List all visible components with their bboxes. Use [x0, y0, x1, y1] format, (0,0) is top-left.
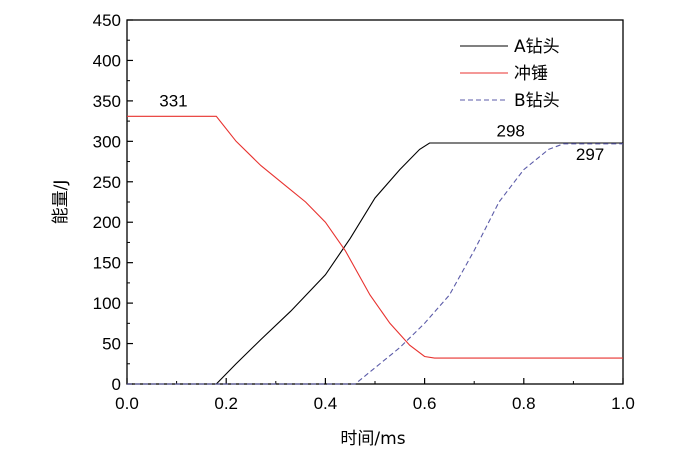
y-tick-label: 300	[93, 132, 121, 151]
plot-border	[126, 19, 624, 385]
annotation-layer: 331 298 297	[159, 92, 604, 164]
y-tick-label: 450	[93, 11, 121, 30]
y-tick-label: 400	[93, 51, 121, 70]
y-tick-label: 150	[93, 254, 121, 273]
y-tick-label: 100	[93, 294, 121, 313]
legend-label: A钻头	[514, 37, 560, 57]
x-tick-label: 0.2	[214, 394, 238, 413]
series-line	[127, 143, 623, 385]
y-tick-label: 200	[93, 213, 121, 232]
legend-label: 冲锤	[514, 64, 548, 84]
y-axis-title: 能量/J	[51, 180, 71, 225]
data-annotation: 298	[497, 121, 525, 140]
legend-label: B钻头	[514, 91, 560, 111]
x-tick-label: 1.0	[611, 394, 635, 413]
data-annotation: 297	[576, 145, 604, 164]
y-tick-label: 250	[93, 173, 121, 192]
axis-ticks: 0 50 100 150 200 250 300 350 400 450 0.0 0.2 0.4 0.6 0…	[93, 11, 635, 413]
x-tick-label: 0.6	[413, 394, 437, 413]
x-tick-label: 0.0	[115, 394, 139, 413]
x-tick-label: 0.4	[314, 394, 338, 413]
y-tick-label: 0	[112, 375, 121, 394]
y-tick-label: 350	[93, 92, 121, 111]
plot-frame	[126, 19, 624, 385]
series-line	[127, 142, 623, 385]
series-line	[127, 115, 623, 359]
series-layer	[127, 115, 623, 385]
y-tick-label: 50	[102, 335, 121, 354]
x-tick-label: 0.8	[512, 394, 536, 413]
x-axis-title: 时间/ms	[340, 429, 405, 449]
data-annotation: 331	[159, 92, 187, 111]
